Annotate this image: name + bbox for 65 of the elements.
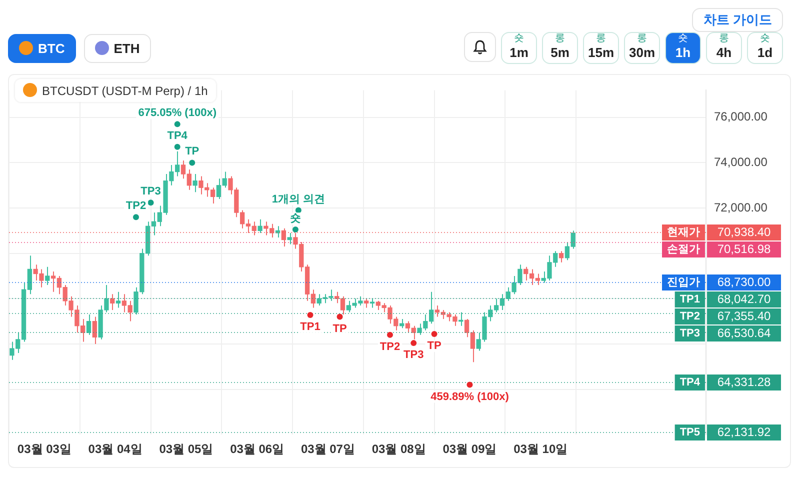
text: ETH <box>84 34 151 63</box>
candlestick <box>558 250 564 263</box>
text: 차트 가이드 <box>692 8 783 32</box>
x-tick-label: 03월 05일 <box>159 442 214 456</box>
candlestick <box>470 330 476 363</box>
text: 진입가 68,730.00 <box>667 274 771 289</box>
candlestick <box>86 314 92 336</box>
text: 5m <box>550 44 570 61</box>
text: 1d <box>756 44 774 61</box>
candlestick <box>281 228 286 248</box>
text: TP1 68,042.70 <box>680 292 771 306</box>
annotation: 675.05% (100x) <box>138 107 217 120</box>
candlestick <box>192 174 198 193</box>
candlestick <box>258 218 262 234</box>
y-tick-label: 74,000.00 <box>714 155 768 170</box>
text: 롱 <box>718 33 730 44</box>
candlestick <box>364 298 369 308</box>
candlestick <box>464 318 470 338</box>
candlestick <box>287 232 292 245</box>
x-tick-label: 03월 04일 <box>88 442 142 456</box>
text: 롱 <box>595 33 607 44</box>
x-tick-label: 03월 03일 <box>17 442 72 456</box>
y-tick-label: 76,000.00 <box>714 110 768 124</box>
text: 숏 <box>759 33 771 44</box>
y-tick-label: 72,000.00 <box>714 200 768 214</box>
x-tick-label: 03월 08일 <box>372 442 426 456</box>
annotation: TP4 <box>167 130 188 142</box>
candlestick <box>110 294 115 310</box>
candlestick <box>45 266 50 286</box>
text: 30m <box>628 44 656 61</box>
annotation: 숏 <box>290 212 301 225</box>
text: 롱 <box>554 33 566 44</box>
text: TP2 67,355.40 <box>680 308 771 323</box>
annotation: TP3 <box>140 186 161 198</box>
text: 15m <box>586 44 616 61</box>
annotation: 1개의 의견 <box>272 193 326 206</box>
text: 손절가 70,516.98 <box>667 242 771 256</box>
candlestick <box>399 318 404 329</box>
x-tick-label: 03월 07일 <box>300 442 355 456</box>
text: 롱 <box>636 33 648 44</box>
annotation: TP1 <box>300 321 320 333</box>
candlestick <box>370 298 375 308</box>
text: 1h <box>674 44 692 61</box>
annotation: TP3 <box>404 349 424 362</box>
text: 숏 <box>513 33 525 44</box>
annotation: TP <box>185 146 200 158</box>
x-tick-label: 03월 09일 <box>442 442 497 456</box>
annotation: TP2 <box>126 200 146 212</box>
text: 4h <box>715 44 733 61</box>
text: 숏 <box>677 33 689 44</box>
candlestick <box>92 316 97 344</box>
annotation: TP2 <box>380 340 400 353</box>
annotation: TP <box>427 340 442 352</box>
chart-title: BTCUSDT (USDT-M Perp) / 1h <box>42 84 208 98</box>
text: TP3 66,530.64 <box>680 326 771 340</box>
x-tick-label: 03월 10일 <box>514 442 568 456</box>
x-tick-label: 03월 06일 <box>230 442 284 456</box>
text: TP5 62,131.92 <box>680 424 771 439</box>
text: TP4 64,331.28 <box>680 374 771 389</box>
text: 현재가 70,938.40 <box>667 224 771 239</box>
text: 1m <box>508 44 530 61</box>
annotation: TP <box>332 322 347 335</box>
text: BTC <box>8 34 76 63</box>
candlestick <box>116 291 121 308</box>
annotation: 459.89% (100x) <box>430 390 510 403</box>
